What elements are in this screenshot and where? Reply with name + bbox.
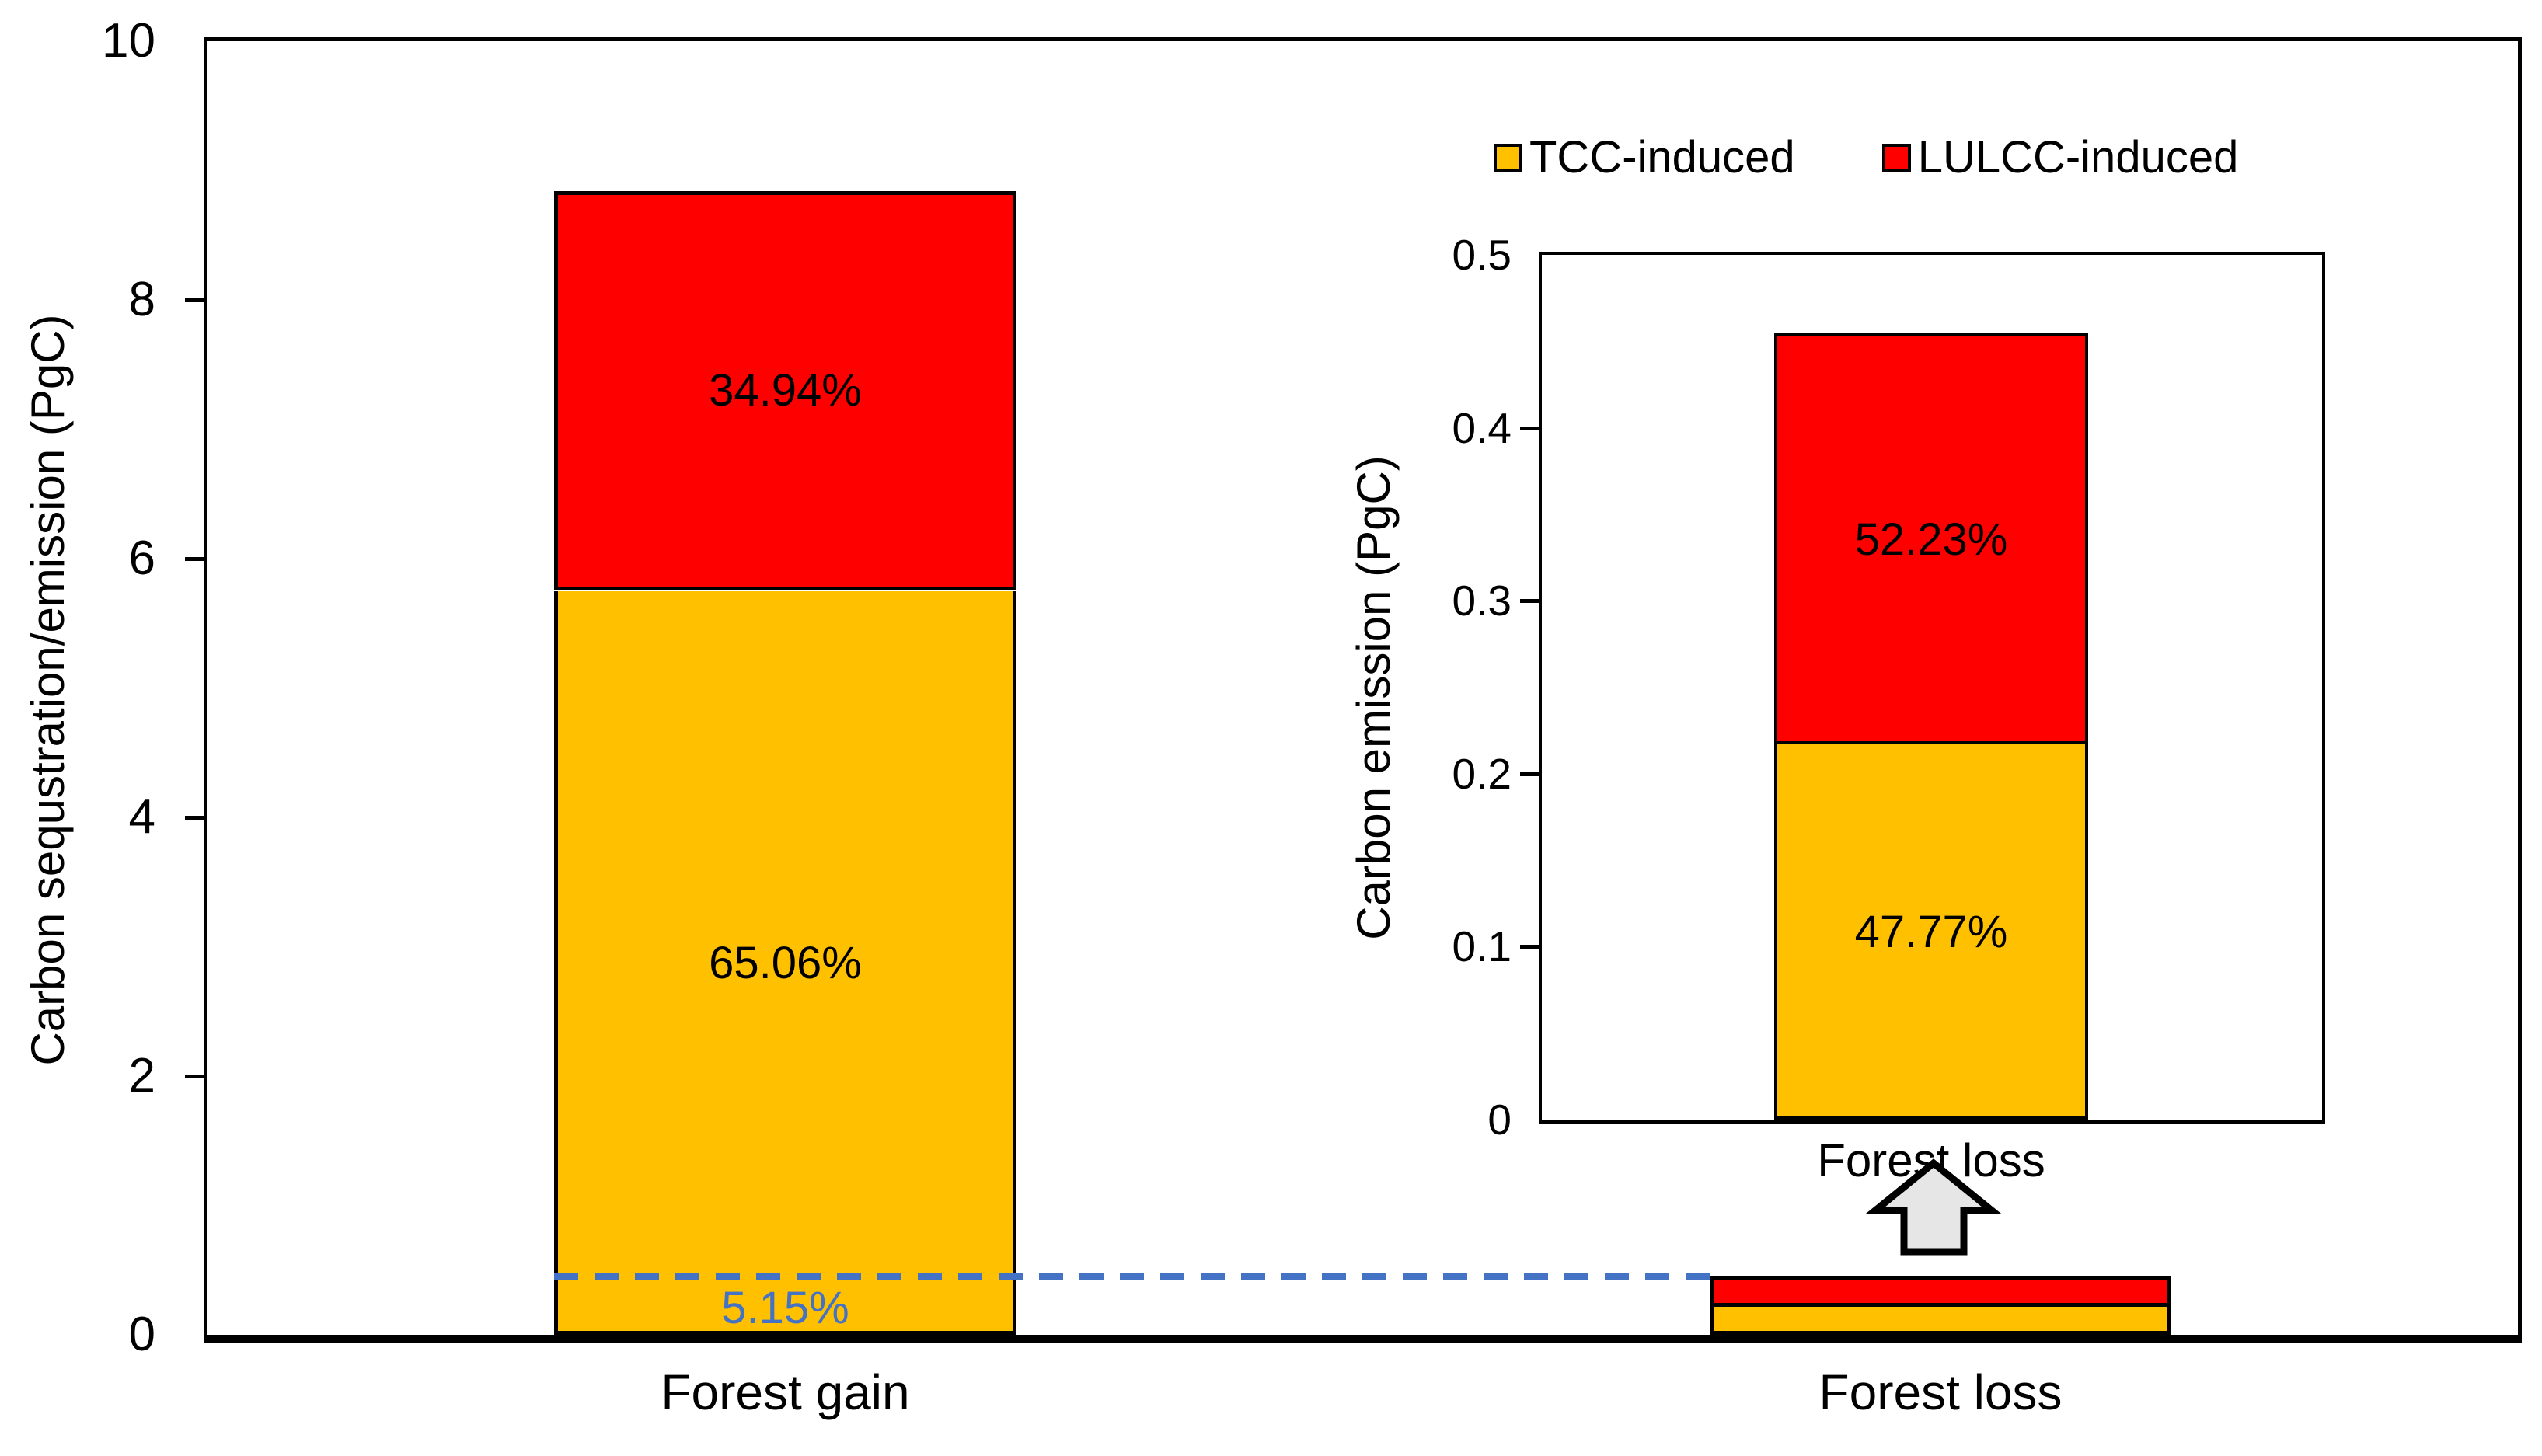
y-tick-label: 0.3 <box>1452 576 1512 625</box>
y-tick-mark <box>185 557 207 561</box>
segment-label-gain-lulcc: 34.94% <box>709 365 862 416</box>
x-category-forest-gain: Forest gain <box>661 1364 910 1420</box>
bar-segment-inset-0-LULCC-induced <box>1774 333 2088 744</box>
legend-item-lulcc: LULCC-induced <box>1881 131 2239 185</box>
y-tick-mark <box>185 816 207 820</box>
legend-marker-tcc-icon <box>1494 143 1522 172</box>
y-tick-label: 0 <box>128 1308 155 1361</box>
y-tick-mark <box>1520 599 1542 603</box>
y-tick-mark <box>1520 427 1542 430</box>
up-arrow-icon <box>1865 1158 2002 1256</box>
main-y-axis-title: Carbon sequstration/emission (PgC) <box>22 314 74 1066</box>
x-category-forest-loss: Forest loss <box>1818 1364 2063 1420</box>
bar-segment-inset-0-TCC-induced <box>1774 744 2088 1120</box>
y-tick-label: 2 <box>128 1049 155 1102</box>
bar-segment-main-1-LULCC-induced <box>1710 1276 2171 1307</box>
y-tick-label: 6 <box>128 531 155 585</box>
y-tick-label: 4 <box>128 790 155 844</box>
segment-label-gain-tcc: 65.06% <box>709 938 862 988</box>
y-tick-mark <box>185 1075 207 1078</box>
y-tick-mark <box>185 298 207 302</box>
dashed-line-label: 5.15% <box>721 1283 849 1333</box>
legend-label-lulcc: LULCC-induced <box>1917 132 2239 183</box>
inset-y-axis-title: Carbon emission (PgC) <box>1348 455 1400 940</box>
y-tick-mark <box>1520 945 1542 949</box>
legend-item-tcc: TCC-induced <box>1494 131 1795 185</box>
bar-segment-main-0-TCC-induced <box>554 591 1016 1335</box>
legend-marker-lulcc-icon <box>1881 143 1911 172</box>
y-tick-label: 0.2 <box>1452 750 1512 798</box>
dashed-reference-line <box>554 1273 1710 1280</box>
legend-label-tcc: TCC-induced <box>1529 132 1795 183</box>
y-tick-label: 10 <box>102 14 155 68</box>
y-tick-mark <box>1520 772 1542 776</box>
legend: TCC-induced LULCC-induced <box>1494 131 2238 185</box>
y-tick-label: 8 <box>128 273 155 326</box>
main-x-axis-line <box>204 1335 2522 1343</box>
bar-segment-main-0-LULCC-induced <box>554 191 1016 590</box>
y-tick-label: 0 <box>1487 1095 1512 1144</box>
segment-label-inset-tcc: 47.77% <box>1854 907 2008 957</box>
y-tick-label: 0.4 <box>1452 404 1512 452</box>
y-tick-label: 0.5 <box>1452 231 1512 279</box>
bar-segment-main-1-TCC-induced <box>1710 1307 2171 1335</box>
segment-label-inset-lulcc: 52.23% <box>1854 514 2008 565</box>
y-tick-label: 0.1 <box>1452 922 1512 970</box>
